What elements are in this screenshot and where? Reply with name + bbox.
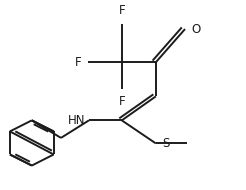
- Text: F: F: [119, 4, 125, 17]
- Text: HN: HN: [68, 114, 85, 127]
- Text: S: S: [162, 137, 169, 150]
- Text: F: F: [119, 95, 125, 108]
- Text: F: F: [75, 56, 82, 69]
- Text: O: O: [191, 23, 200, 36]
